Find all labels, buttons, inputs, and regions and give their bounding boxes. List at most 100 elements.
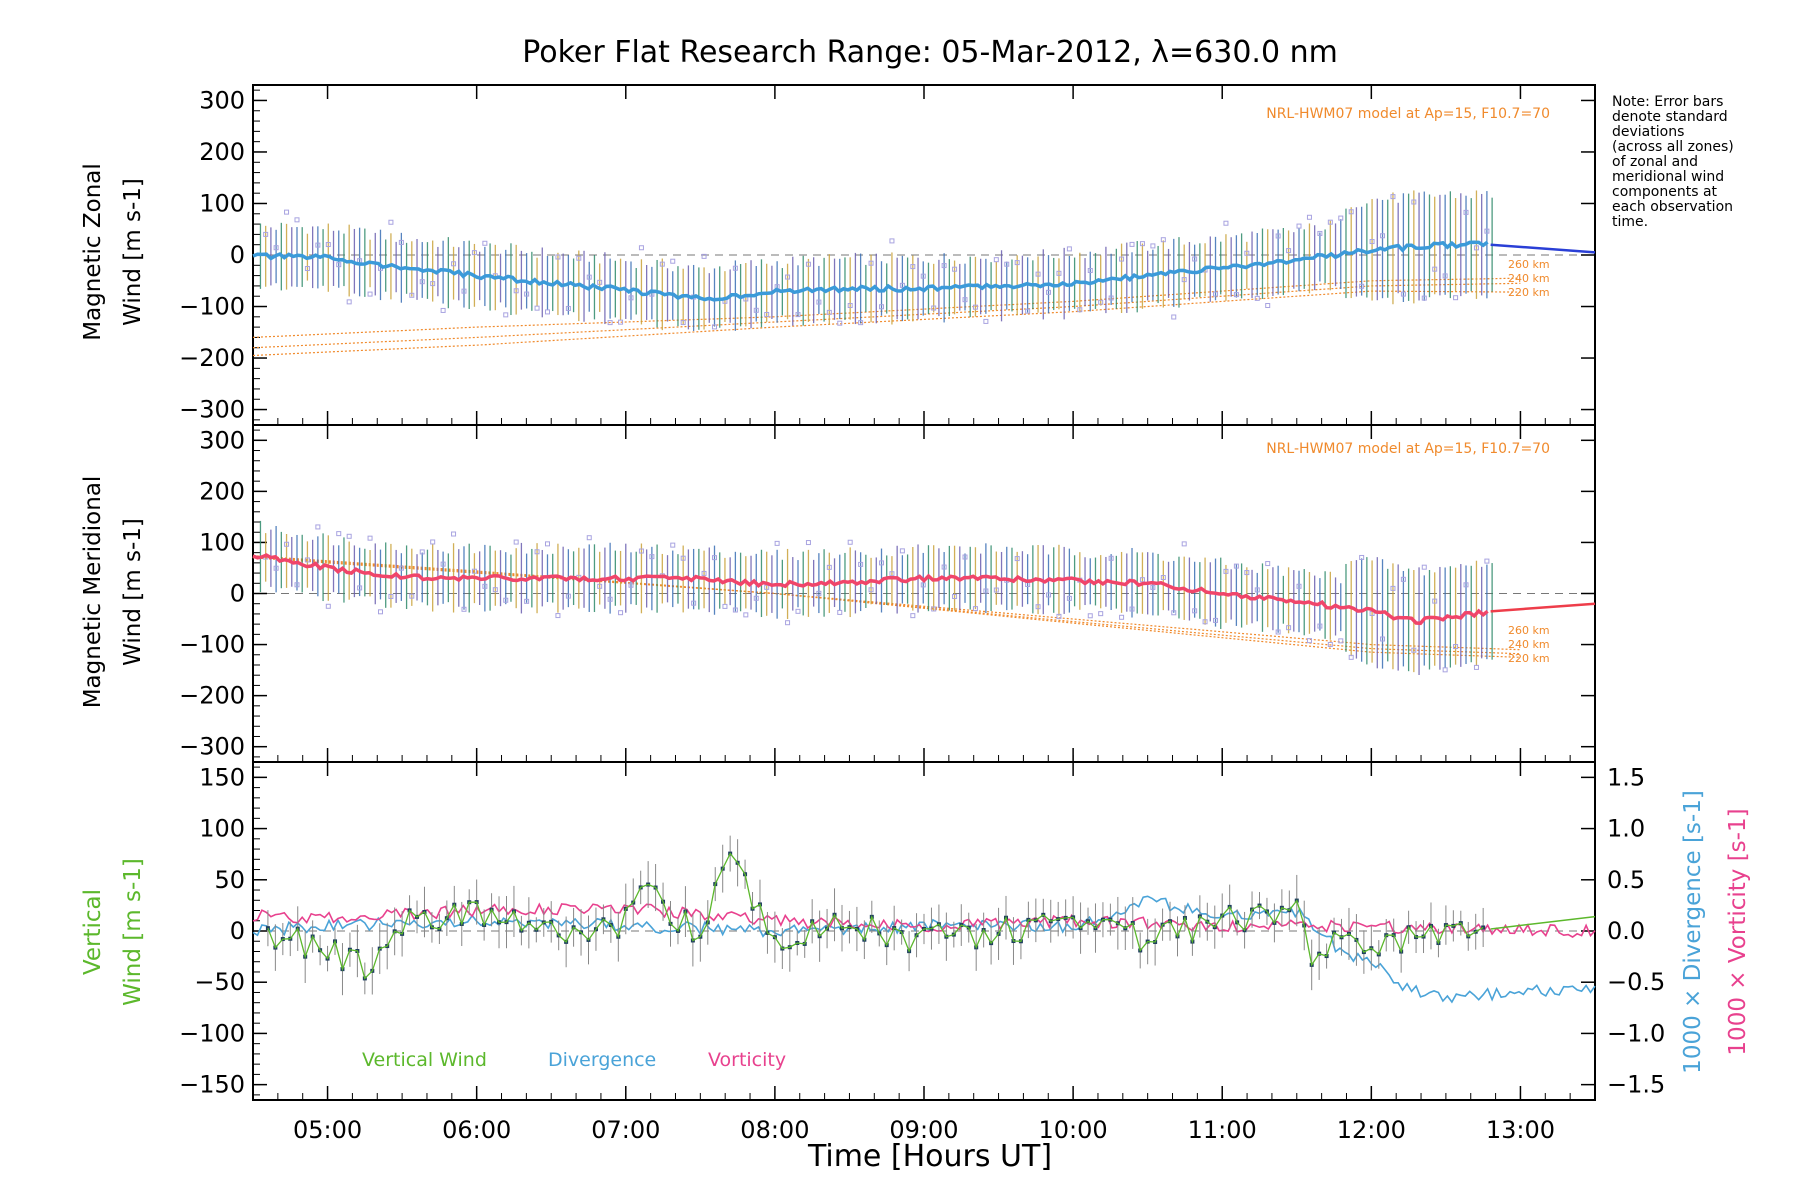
meridional-scatter-point [931, 606, 937, 612]
meridional-scatter-point [711, 555, 717, 561]
zonal-scatter-point [1046, 289, 1052, 295]
zonal-scatter-point [1098, 299, 1104, 305]
meridional-scatter-point [586, 535, 592, 541]
zonal-scatter-point [1223, 220, 1229, 226]
vertical-wind-line [267, 852, 1484, 980]
chart-title: Poker Flat Research Range: 05-Mar-2012, … [522, 35, 1338, 70]
meridional-scatter-point [419, 549, 425, 555]
meridional-scatter-point [1223, 568, 1229, 574]
meridional-scatter-point [1327, 641, 1333, 647]
meridional-scatter-point [1046, 592, 1052, 598]
meridional-scatter-point [785, 620, 791, 626]
meridional-scatter-point [889, 571, 895, 577]
meridional-scatter-point [753, 595, 759, 601]
zonal-scatter-point [1380, 233, 1386, 239]
zonal-scatter-point [753, 307, 759, 313]
meridional-scatter-point [315, 524, 321, 530]
meridional-scatter-point [805, 540, 811, 546]
zonal-scatter-point [962, 297, 968, 303]
vertical-ylabel-line1: Vertical [80, 889, 106, 975]
meridional-scatter-point [670, 542, 676, 548]
meridional-scatter-point [1087, 613, 1093, 619]
zonal-scatter-point [931, 305, 937, 311]
meridional-scatter-point [910, 613, 916, 619]
divergence-axis-label: 1000 × Divergence [s-1] [1680, 790, 1706, 1074]
zonal-scatter-point [367, 291, 373, 297]
meridional-scatter-point [920, 582, 926, 588]
meridional-scatter-point [691, 600, 697, 606]
meridional-scatter-point [858, 561, 864, 567]
zonal-scatter-point [826, 309, 832, 315]
meridional-scatter-point [795, 608, 801, 614]
zonal-scatter-point [711, 324, 717, 330]
meridional-scatter-point [826, 564, 832, 570]
vertical-wind-point [265, 926, 270, 931]
meridional-scatter-point [952, 594, 958, 600]
zonal-scatter-point [1296, 223, 1302, 229]
meridional-scatter-point [1202, 619, 1208, 625]
meridional-scatter-point [1160, 575, 1166, 581]
zonal-scatter-point [346, 299, 352, 305]
zonal-scatter-point [1359, 283, 1365, 289]
meridional-scatter-point [1129, 606, 1135, 612]
meridional-scatter-point [649, 554, 655, 560]
zonal-scatter-point [764, 311, 770, 317]
zonal-scatter-point [482, 240, 488, 246]
meridional-scatter-point [1265, 561, 1271, 567]
meridional-scatter-point [1442, 667, 1448, 673]
x-tick-label: 08:00 [740, 1116, 809, 1144]
meridional-scatter-point [1108, 555, 1114, 561]
meridional-scatter-point [816, 590, 822, 596]
zonal-scatter-point [1119, 256, 1125, 262]
panel-zonal: 300 200 100 0 −100 −200 −300 [179, 84, 1596, 426]
zonal-scatter-point [1369, 239, 1375, 245]
meridional-scatter-point [1421, 564, 1427, 570]
zonal-scatter-point [597, 279, 603, 285]
meridional-scatter-point [1119, 614, 1125, 620]
meridional-scatter-point [607, 596, 613, 602]
note-line: of zonal and [1612, 154, 1698, 170]
note-block: Note: Error bars denote standard deviati… [1612, 94, 1734, 230]
meridional-scatter-point [837, 609, 843, 615]
zonal-scatter-point [1181, 277, 1187, 283]
zonal-scatter-point [1171, 314, 1177, 320]
zonal-scatter-point [503, 312, 509, 318]
zonal-scatter-point [534, 305, 540, 311]
zonal-scatter-point [1087, 268, 1093, 274]
zonal-alt-label-240: 240 km [1508, 272, 1550, 285]
meridional-scatter-point [544, 541, 550, 547]
meridional-alt-label-220: 220 km [1508, 652, 1550, 665]
meridional-scatter-point [1254, 587, 1260, 593]
meridional-scatter-point [962, 554, 968, 560]
meridional-ytick-label: 300 [199, 426, 245, 454]
meridional-extension-line [1490, 602, 1596, 613]
meridional-scatter-point [534, 549, 540, 555]
zonal-alt-label-220: 220 km [1508, 286, 1550, 299]
meridional-scatter-point [899, 548, 905, 554]
meridional-scatter-point [524, 598, 530, 604]
zonal-scatter-point [607, 320, 613, 326]
meridional-scatter-point [304, 557, 310, 563]
meridional-scatter-point [868, 587, 874, 593]
vertical-ytick-label: −100 [179, 1019, 245, 1047]
meridional-scatter-point [983, 588, 989, 594]
meridional-scatter-point [680, 555, 686, 561]
zonal-scatter-point [1004, 261, 1010, 267]
meridional-scatter-point [513, 539, 519, 545]
meridional-model-label: NRL-HWM07 model at Ap=15, F10.7=70 [1266, 441, 1550, 457]
zonal-scatter-point [983, 318, 989, 324]
note-line: each observation [1612, 199, 1733, 215]
zonal-scatter-point [263, 231, 269, 237]
zonal-scatter-point [1129, 241, 1135, 247]
zonal-scatter-point [1317, 230, 1323, 236]
meridional-scatter-point [284, 541, 290, 547]
zonal-scatter-point [837, 320, 843, 326]
meridional-alt-label-240: 240 km [1508, 638, 1550, 651]
meridional-scatter-point [764, 584, 770, 590]
vertical-ytick-label: −150 [179, 1071, 245, 1099]
meridional-scatter-point [336, 531, 342, 537]
meridional-scatter-point [451, 531, 457, 537]
meridional-scatter-point [1359, 554, 1365, 560]
zonal-scatter-point [1035, 271, 1041, 277]
note-line: meridional wind [1612, 169, 1724, 185]
